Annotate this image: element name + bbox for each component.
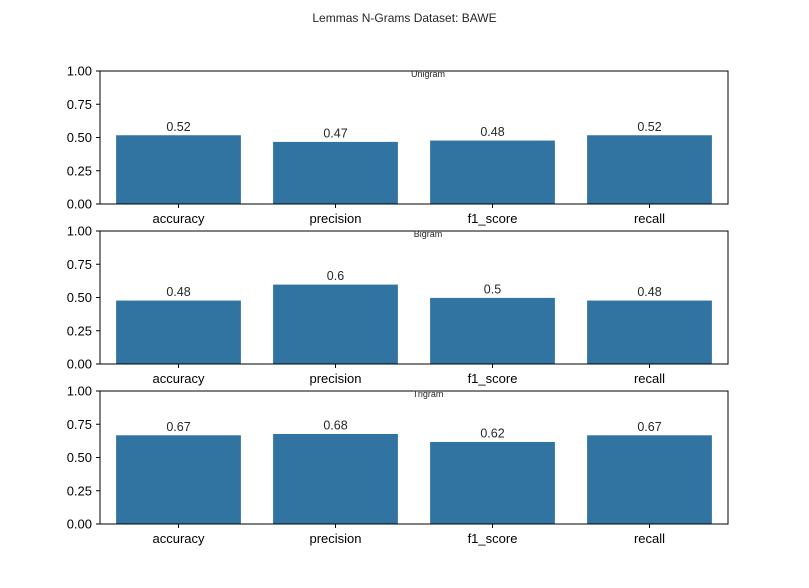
x-tick-label-accuracy: accuracy: [152, 531, 205, 546]
bar-recall: [586, 434, 713, 525]
subplot-unigram: 0.52 0.47 0.48 0.52 Unigram 0.00 0.25 0.50 0.75 1…: [67, 64, 729, 226]
chart-title: Lemmas N-Grams Dataset: BAWE: [312, 11, 496, 25]
bar-precision: [272, 283, 399, 365]
y-tick-label: 1.00: [67, 224, 92, 239]
x-tick-label-recall: recall: [634, 531, 665, 546]
bar-precision: [272, 433, 399, 525]
data-label-recall: 0.52: [637, 120, 661, 134]
y-tick-label: 1.00: [67, 64, 92, 79]
x-tick-label-recall: recall: [634, 371, 665, 386]
x-tick-label-f1_score: f1_score: [468, 531, 518, 546]
data-label-precision: 0.68: [323, 419, 347, 433]
subplot-title: Bigram: [414, 229, 443, 239]
data-label-recall: 0.67: [637, 420, 661, 434]
x-tick-label-precision: precision: [309, 531, 361, 546]
bar-recall: [586, 299, 713, 365]
x-tick-label-recall: recall: [634, 211, 665, 226]
y-tick-label: 0.00: [67, 357, 92, 372]
y-tick-label: 0.50: [67, 450, 92, 465]
data-label-accuracy: 0.52: [166, 120, 190, 134]
bar-precision: [272, 141, 399, 205]
bar-accuracy: [115, 134, 242, 205]
subplot-title: Trigram: [413, 389, 444, 399]
x-tick-label-precision: precision: [309, 371, 361, 386]
data-label-recall: 0.48: [637, 285, 661, 299]
x-tick-label-f1_score: f1_score: [468, 371, 518, 386]
bar-f1_score: [429, 441, 556, 525]
x-tick-label-accuracy: accuracy: [152, 371, 205, 386]
y-tick-label: 0.00: [67, 517, 92, 532]
bar-f1_score: [429, 297, 556, 365]
data-label-f1_score: 0.62: [480, 427, 504, 441]
bar-accuracy: [115, 434, 242, 525]
subplot-bigram: 0.48 0.6 0.5 0.48 Bigram 0.00 0.25 0.50 0.75 1.00…: [67, 224, 729, 386]
y-tick-label: 0.50: [67, 130, 92, 145]
data-label-f1_score: 0.48: [480, 125, 504, 139]
y-tick-label: 0.75: [67, 97, 92, 112]
y-tick-label: 0.25: [67, 163, 92, 178]
y-tick-label: 0.75: [67, 417, 92, 432]
y-tick-label: 0.50: [67, 290, 92, 305]
y-tick-label: 0.25: [67, 323, 92, 338]
data-label-accuracy: 0.67: [166, 420, 190, 434]
subplot-trigram: 0.67 0.68 0.62 0.67 Trigram 0.00 0.25 0.50 0.75 1…: [67, 384, 729, 546]
y-tick-label: 0.00: [67, 197, 92, 212]
data-label-precision: 0.47: [323, 126, 347, 140]
x-tick-label-precision: precision: [309, 211, 361, 226]
y-tick-label: 0.75: [67, 257, 92, 272]
bar-f1_score: [429, 139, 556, 205]
x-tick-label-accuracy: accuracy: [152, 211, 205, 226]
y-tick-label: 1.00: [67, 384, 92, 399]
subplot-title: Unigram: [411, 69, 445, 79]
bar-accuracy: [115, 299, 242, 365]
data-label-accuracy: 0.48: [166, 285, 190, 299]
x-tick-label-f1_score: f1_score: [468, 211, 518, 226]
bar-recall: [586, 134, 713, 205]
data-label-f1_score: 0.5: [484, 283, 501, 297]
y-tick-label: 0.25: [67, 483, 92, 498]
data-label-precision: 0.6: [327, 269, 344, 283]
